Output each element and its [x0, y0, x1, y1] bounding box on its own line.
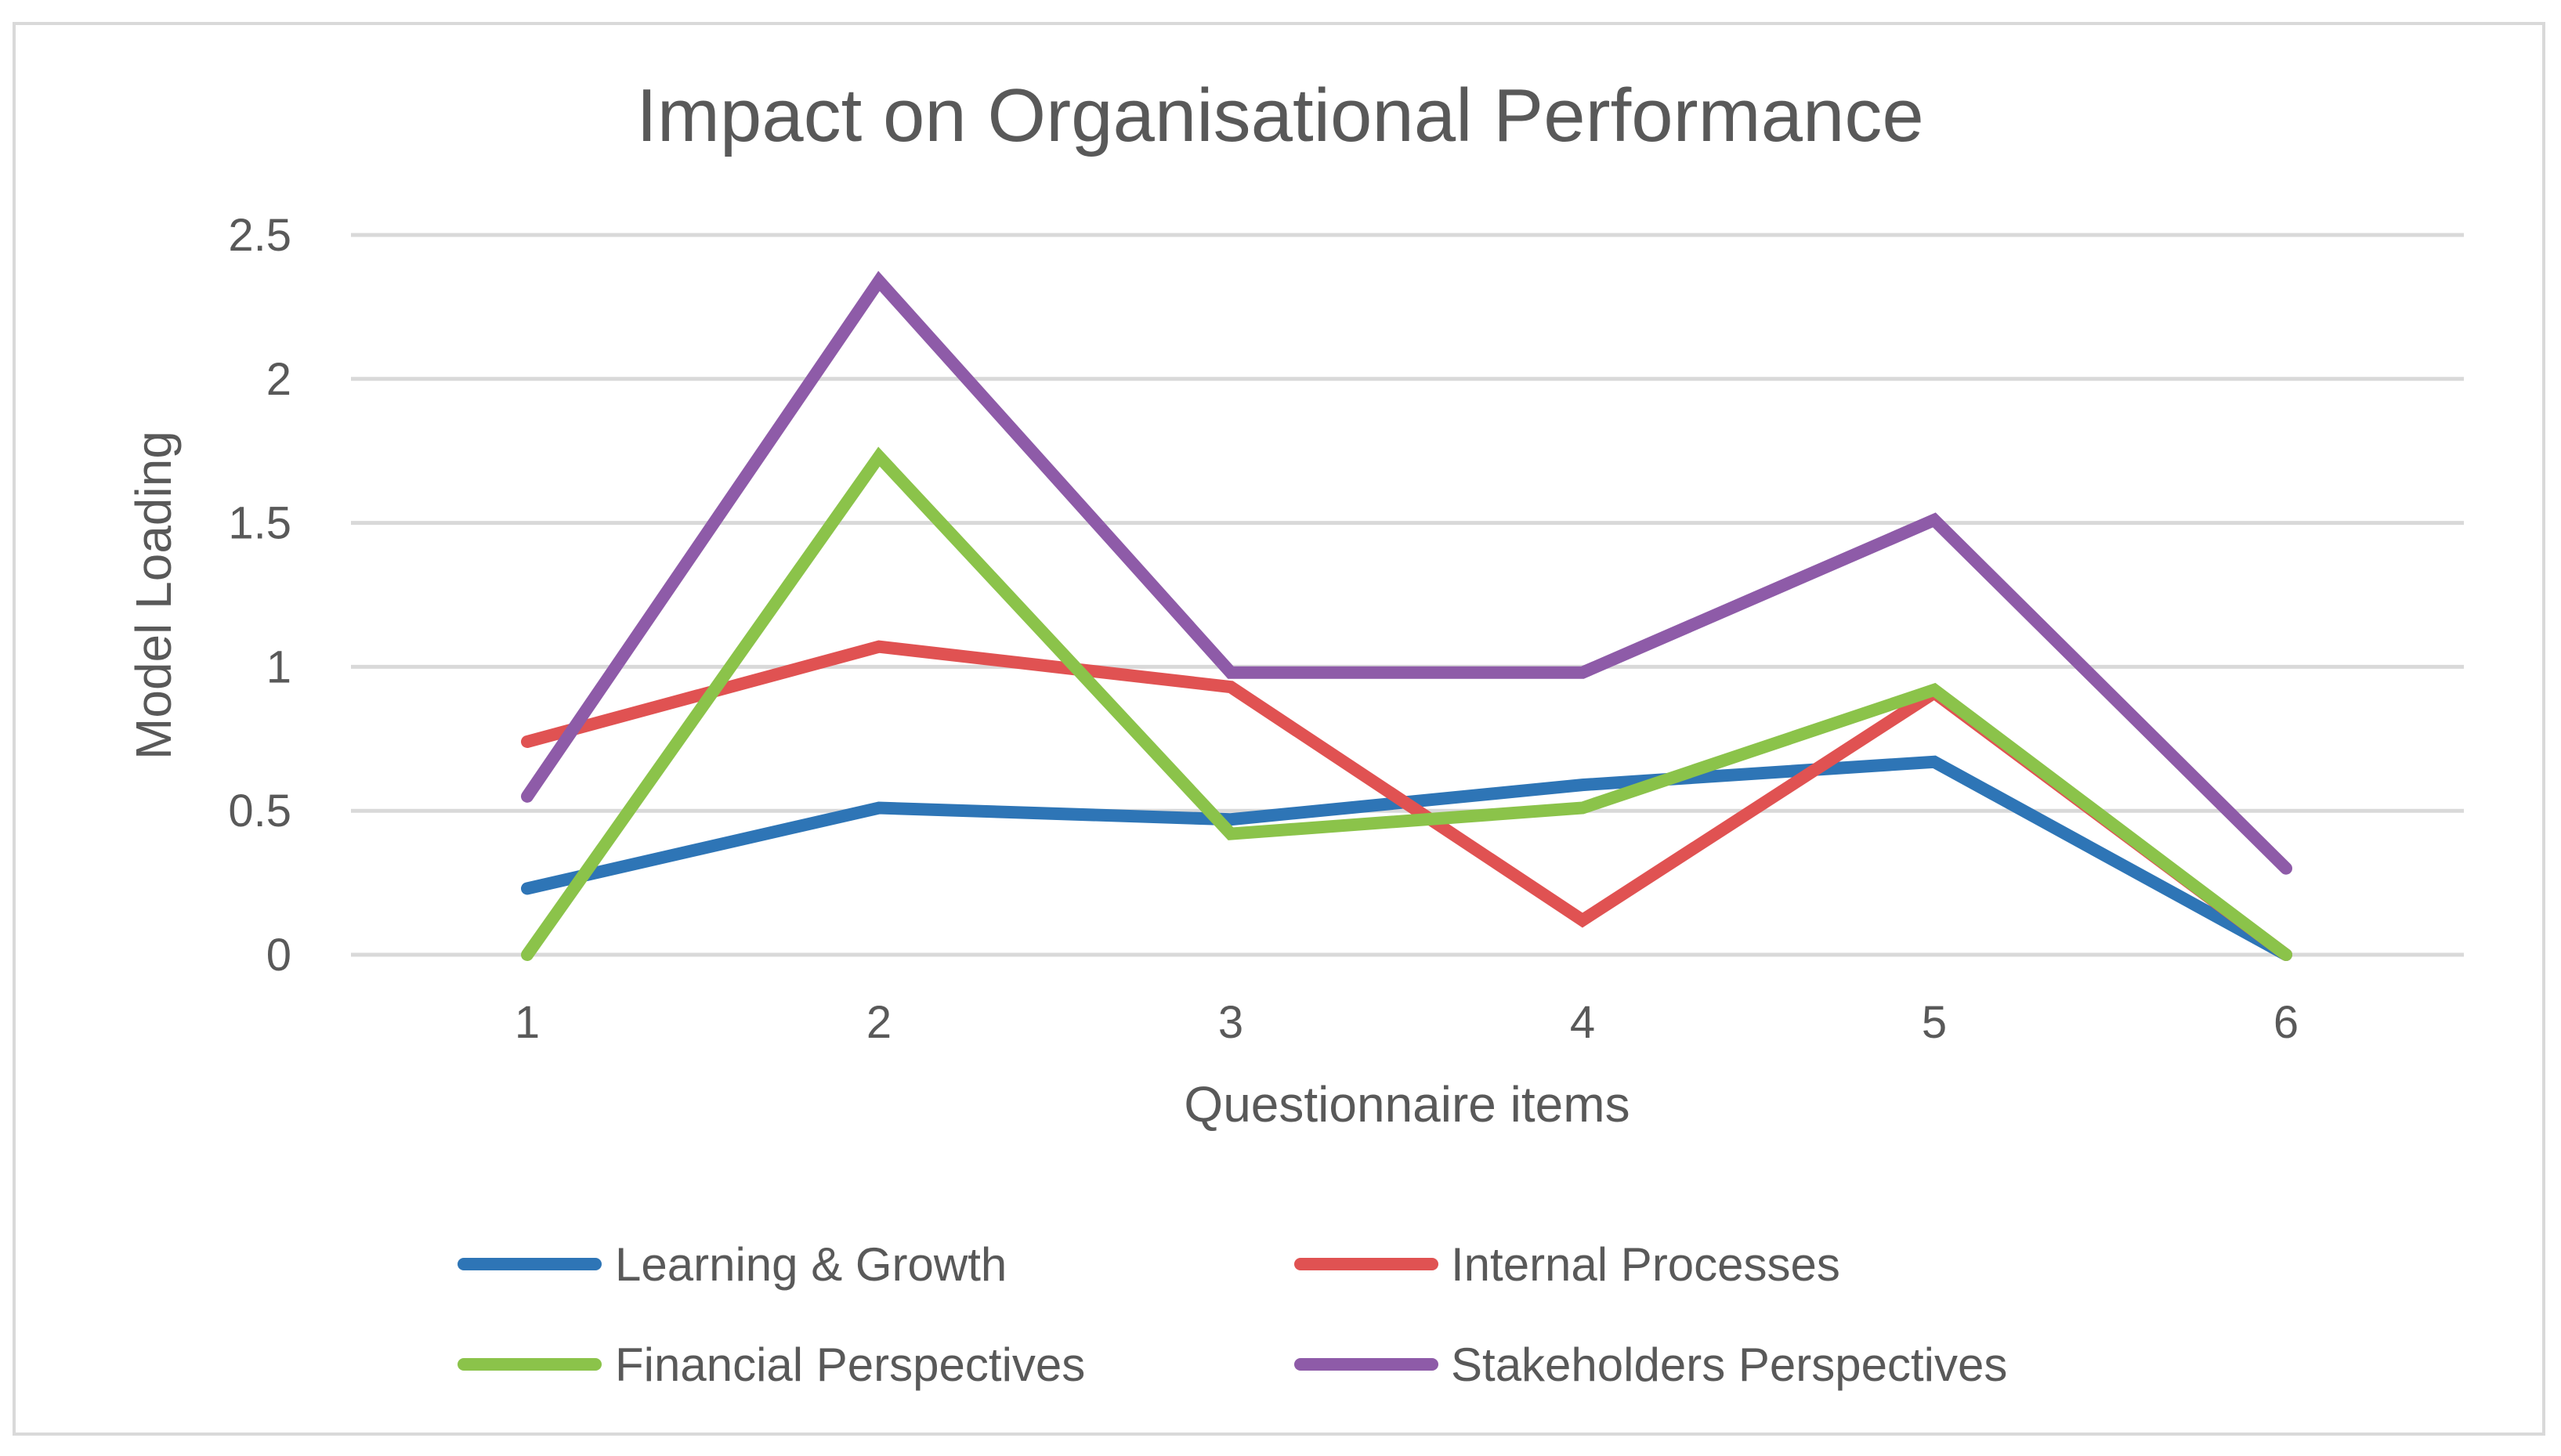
- x-tick-label: 3: [1218, 997, 1243, 1048]
- legend: Learning & Growth Internal Processes Finan…: [458, 1238, 2007, 1391]
- chart-frame: [13, 22, 2545, 1436]
- y-tick-label: 0: [266, 930, 291, 981]
- legend-label: Financial Perspectives: [615, 1339, 1085, 1391]
- gridlines: [351, 233, 2464, 957]
- y-axis-title: Model Loading: [125, 431, 182, 760]
- legend-label: Learning & Growth: [615, 1238, 1007, 1291]
- chart-title: Impact on Organisational Performance: [636, 74, 1923, 157]
- y-tick-label: 2.5: [228, 210, 291, 261]
- legend-item: Internal Processes: [1294, 1238, 1840, 1291]
- y-axis-ticks: 0 0.5 1 1.5 2 2.5: [228, 210, 291, 981]
- y-tick-label: 1: [266, 641, 291, 692]
- legend-label: Stakeholders Perspectives: [1451, 1339, 2007, 1391]
- x-tick-label: 5: [1922, 997, 1947, 1048]
- legend-item: Financial Perspectives: [458, 1339, 1085, 1391]
- x-tick-label: 6: [2273, 997, 2299, 1048]
- x-tick-label: 1: [515, 997, 540, 1048]
- series-line-1: [521, 755, 2292, 961]
- series-line-3: [521, 446, 2292, 961]
- y-tick-label: 0.5: [228, 786, 291, 836]
- series-line-2: [521, 640, 2292, 961]
- legend-item: Stakeholders Perspectives: [1294, 1339, 2007, 1391]
- y-tick-label: 2: [266, 354, 291, 405]
- x-axis-ticks: 1 2 3 4 5 6: [515, 997, 2299, 1048]
- legend-item: Learning & Growth: [458, 1238, 1007, 1291]
- x-tick-label: 4: [1570, 997, 1595, 1048]
- legend-label: Internal Processes: [1451, 1238, 1840, 1291]
- y-tick-label: 1.5: [228, 498, 291, 549]
- series-lines: [521, 270, 2292, 961]
- series-line-4: [521, 270, 2292, 875]
- x-tick-label: 2: [866, 997, 892, 1048]
- x-axis-title: Questionnaire items: [1184, 1076, 1630, 1133]
